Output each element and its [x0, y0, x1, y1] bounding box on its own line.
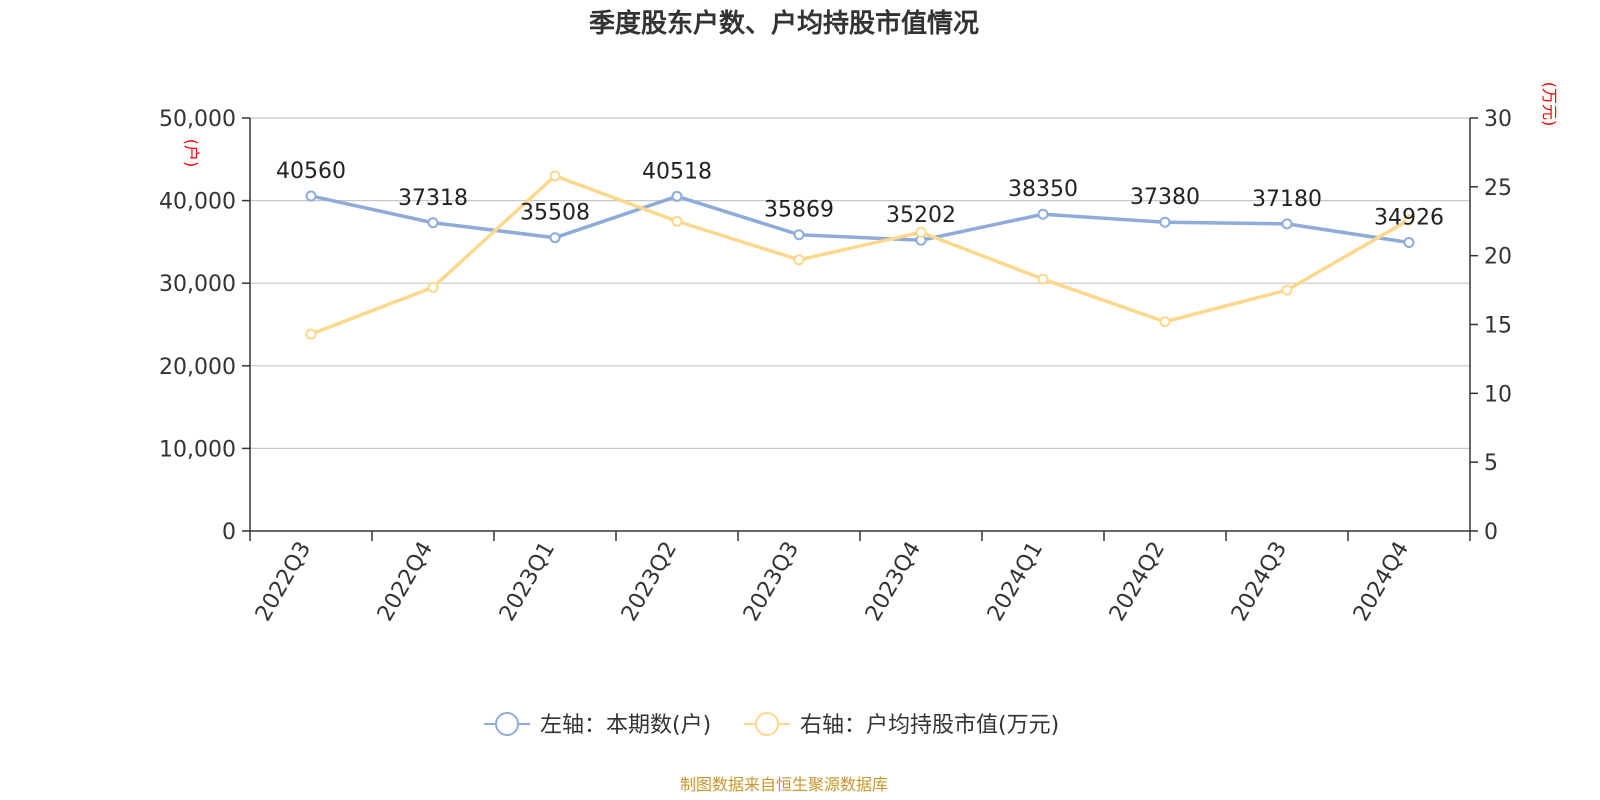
- chart-title: 季度股东户数、户均持股市值情况: [589, 8, 979, 39]
- series-2-point: [549, 170, 561, 182]
- series-1-point: [305, 190, 317, 202]
- series-1-point: [671, 190, 683, 202]
- left-tick-label: 40,000: [159, 190, 236, 215]
- source-note: 制图数据来自恒生聚源数据库: [680, 775, 888, 794]
- x-tick-label: 2024Q1: [983, 538, 1048, 626]
- right-tick-label: 10: [1484, 382, 1512, 407]
- series-2-point: [305, 328, 317, 340]
- series-2-point: [793, 254, 805, 266]
- series-1-line: [310, 194, 1410, 245]
- left-tick-label: 30,000: [159, 272, 236, 297]
- series-2-point: [1281, 284, 1293, 296]
- x-tick-label: 2022Q4: [373, 538, 438, 626]
- data-label: 35869: [764, 198, 834, 223]
- series-1-point: [549, 232, 561, 244]
- right-tick-label: 20: [1484, 245, 1512, 270]
- series-1-point: [1159, 216, 1171, 228]
- data-label: 37380: [1130, 185, 1200, 210]
- series-2-point: [1403, 214, 1415, 226]
- data-label: 35202: [886, 203, 956, 228]
- series-2-point: [671, 215, 683, 227]
- x-tick-label: 2023Q3: [739, 538, 804, 626]
- x-tick-label: 2024Q3: [1227, 538, 1292, 626]
- left-axis-unit: (户): [182, 139, 201, 168]
- series-1-point: [1403, 237, 1415, 249]
- data-labels: 40560 37318 35508 40518 35869 35202 38350 37380…: [276, 159, 1444, 231]
- data-label: 34926: [1374, 206, 1444, 231]
- legend-label-series-1: 左轴：本期数(户): [540, 713, 711, 738]
- left-tick-label: 20,000: [159, 355, 236, 380]
- legend[interactable]: 左轴：本期数(户) 右轴：户均持股市值(万元): [484, 712, 1059, 738]
- right-tick-label: 30: [1484, 107, 1512, 132]
- series-layer: [305, 170, 1415, 340]
- series-1-point: [427, 217, 439, 229]
- right-axis-unit: (万元): [1540, 82, 1559, 127]
- series-1-point: [1281, 218, 1293, 230]
- axes: [249, 118, 1471, 532]
- data-label: 35508: [520, 201, 590, 226]
- right-axis-ticks: 0 5 10 15 20 25 30: [1470, 107, 1512, 545]
- series-2-point: [1159, 316, 1171, 328]
- left-tick-label: 50,000: [159, 107, 236, 132]
- legend-label-series-2: 右轴：户均持股市值(万元): [800, 713, 1059, 738]
- x-tick-label: 2024Q4: [1349, 538, 1414, 626]
- right-tick-label: 25: [1484, 176, 1512, 201]
- right-tick-label: 15: [1484, 314, 1512, 339]
- series-1-point: [1037, 208, 1049, 220]
- series-2-point: [1037, 273, 1049, 285]
- grid: [250, 117, 1470, 449]
- series-2-point: [427, 281, 439, 293]
- right-tick-label: 0: [1484, 520, 1498, 545]
- series-2-line: [310, 174, 1410, 336]
- data-label: 37318: [398, 186, 468, 211]
- x-tick-label: 2023Q2: [617, 538, 682, 626]
- x-axis-ticks: 2022Q3 2022Q4 2023Q1 2023Q2 2023Q3 2023Q4 2024…: [249, 531, 1471, 626]
- left-axis-ticks: 0 10,000 20,000 30,000 40,000 50,000: [159, 107, 250, 545]
- data-label: 40518: [642, 159, 712, 184]
- right-tick-label: 5: [1484, 451, 1498, 476]
- data-label: 37180: [1252, 187, 1322, 212]
- data-label: 40560: [276, 159, 346, 184]
- series-1-point: [793, 229, 805, 241]
- x-tick-label: 2023Q1: [495, 538, 560, 626]
- x-tick-label: 2024Q2: [1105, 538, 1170, 626]
- left-tick-label: 0: [222, 520, 236, 545]
- legend-item-series-1[interactable]: 左轴：本期数(户): [484, 712, 711, 738]
- x-tick-label: 2022Q3: [251, 538, 316, 626]
- x-tick-label: 2023Q4: [861, 538, 926, 626]
- series-2-point: [915, 226, 927, 238]
- left-tick-label: 10,000: [159, 437, 236, 462]
- data-label: 38350: [1008, 177, 1078, 202]
- legend-item-series-2[interactable]: 右轴：户均持股市值(万元): [744, 712, 1059, 738]
